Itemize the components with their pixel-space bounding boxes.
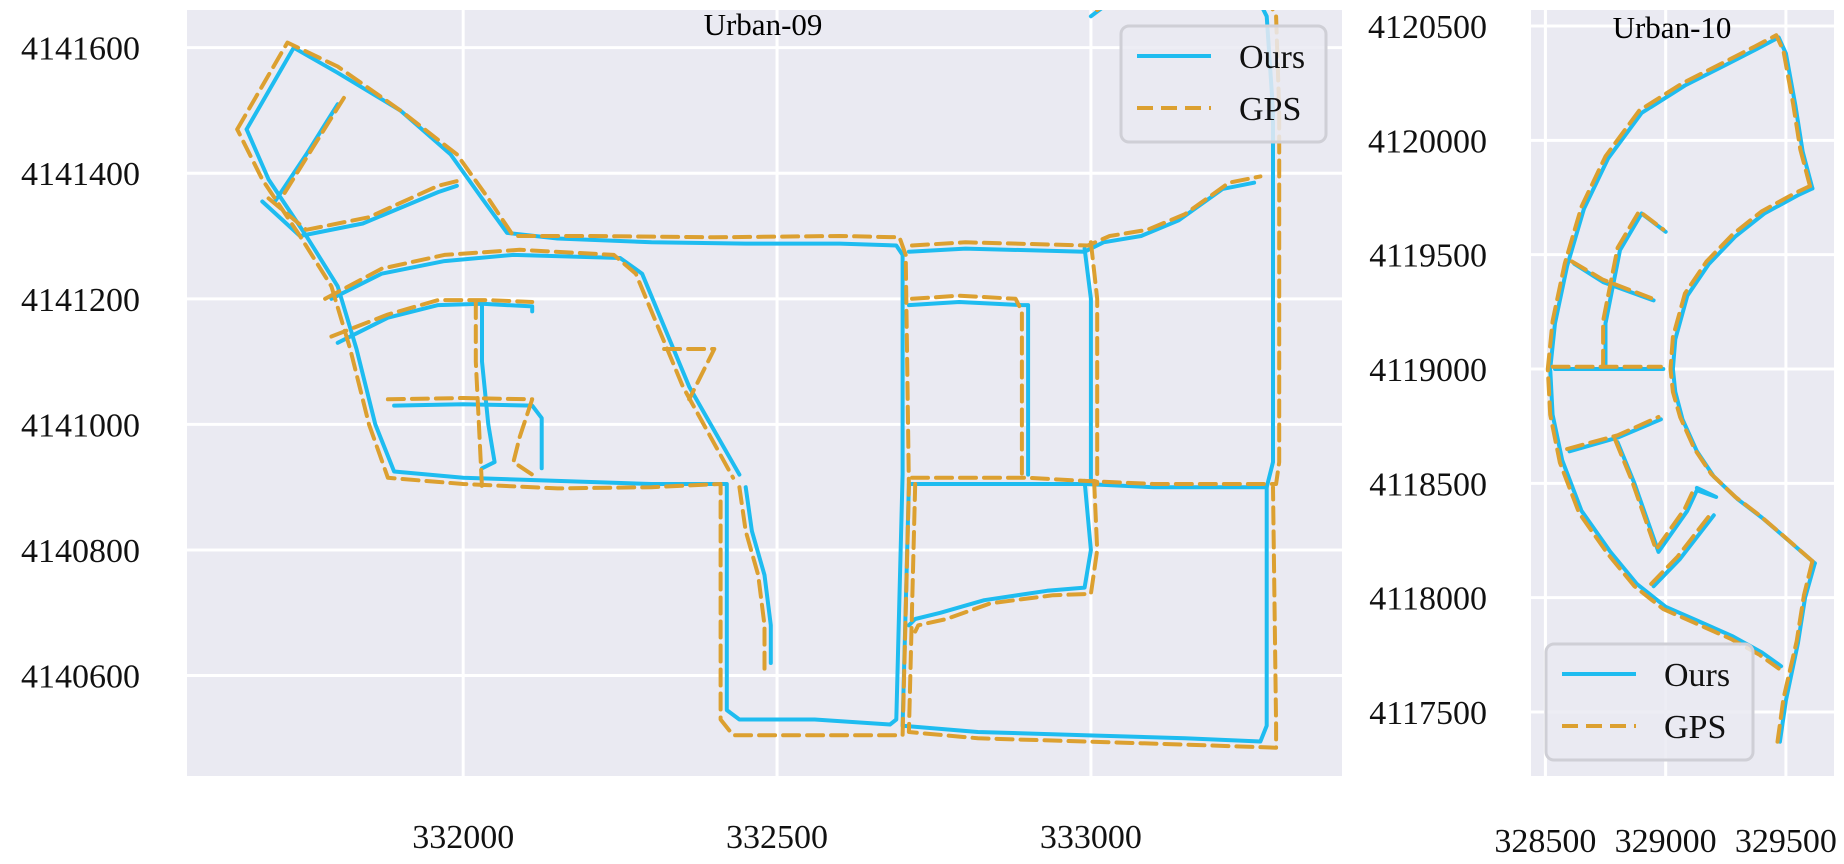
gps-trajectory-line [266,177,466,232]
chart-title: Urban-10 [1613,10,1732,45]
gps-trajectory-line [1088,240,1100,486]
gps-trajectory-line [910,174,1263,248]
gps-trajectory-line [1565,415,1661,451]
x-tick-label: 329500 [1735,823,1837,860]
gps-trajectory-line [329,298,535,339]
y-tick-label: 4120500 [1368,9,1487,46]
x-tick-label: 332500 [726,819,828,856]
gps-trajectory-line [913,478,1100,634]
urban-10-panel: 328500 329000 329500 4117500 4118000 4118500 4… [1368,9,1837,860]
gps-trajectory-line [1569,259,1654,301]
y-tick-label: 4118500 [1369,466,1487,503]
gps-trajectory-line [323,247,736,480]
series-layer [1545,33,1817,744]
gps-trajectory-line [1668,184,1815,564]
urban-09-panel: 332000 332500 333000 4140600 4140800 4141000 4… [21,7,1342,856]
y-tick-label: 4141600 [21,31,140,68]
ours-trajectory-line [329,252,742,477]
series-layer [235,10,1282,750]
gps-trajectory-line [737,485,767,672]
ours-trajectory-line [900,482,1269,744]
ours-trajectory-line [906,478,1093,628]
legend-gps-label: GPS [1239,91,1301,128]
y-tick-label: 4117500 [1369,695,1487,732]
ours-trajectory-line [1651,513,1716,589]
gps-trajectory-line [910,293,1024,477]
legend: Ours GPS [1119,24,1328,144]
gps-trajectory-line [906,482,1279,750]
y-tick-label: 4119500 [1369,238,1487,275]
gps-trajectory-line [1613,437,1697,552]
gps-trajectory-line [235,40,911,738]
y-tick-label: 4120000 [1368,123,1487,160]
legend: Ours GPS [1544,642,1755,762]
y-tick-label: 4141000 [21,407,140,444]
y-tick-label: 4140600 [21,659,140,696]
gps-trajectory-line [1601,209,1666,369]
ours-trajectory-line [1082,246,1093,486]
gps-trajectory-line [1775,559,1815,744]
ours-trajectory-line [480,303,497,471]
ours-trajectory-line [244,45,905,727]
ours-trajectory-line [743,485,773,665]
y-tick-label: 4140800 [21,533,140,570]
legend-ours-label: Ours [1239,39,1305,76]
gps-trajectory-line [279,95,346,201]
ours-trajectory-line [1567,417,1663,454]
x-tick-label: 333000 [1040,819,1142,856]
legend-ours-label: Ours [1664,657,1730,694]
gps-trajectory-line [662,347,717,402]
y-tick-label: 4141400 [21,156,140,193]
y-tick-label: 4141200 [21,282,140,319]
y-tick-label: 4118000 [1369,581,1487,618]
legend-gps-label: GPS [1664,709,1726,746]
chart-title: Urban-09 [704,7,823,42]
x-tick-label: 329000 [1615,823,1717,860]
gps-trajectory-line [473,300,484,490]
gps-trajectory-line [1649,511,1714,586]
gps-trajectory-line [1545,33,1812,671]
ours-trajectory-line [260,183,459,238]
ours-trajectory-line [906,300,1031,477]
gps-trajectory-line [385,396,535,477]
y-tick-label: 4119000 [1369,352,1487,389]
ours-trajectory-line [335,301,535,345]
x-tick-label: 332000 [412,819,514,856]
x-tick-label: 328500 [1494,823,1596,860]
